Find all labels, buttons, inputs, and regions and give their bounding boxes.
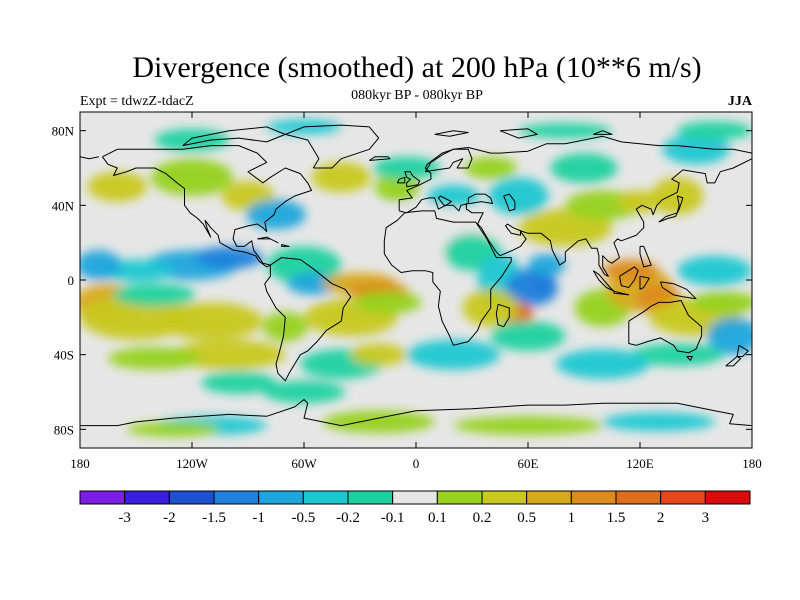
colorbar-label: -1 [252, 510, 265, 526]
colorbar [79, 490, 751, 505]
colorbar-swatch [213, 490, 260, 505]
colorbar-label: -0.1 [381, 510, 405, 526]
latitude-labels: 80N 40N 0 40S 80S [52, 124, 75, 438]
colorbar-label: -0.5 [291, 510, 315, 526]
lon-label: 60W [291, 456, 317, 471]
colorbar-swatch [302, 490, 349, 505]
colorbar-label: -1.5 [202, 510, 226, 526]
lat-label: 40S [54, 348, 74, 363]
lat-label: 80N [52, 124, 75, 139]
colorbar-swatch [79, 490, 126, 505]
colorbar-label: -3 [118, 510, 131, 526]
colorbar-swatch [615, 490, 662, 505]
colorbar-label: -2 [163, 510, 176, 526]
chart-title: Divergence (smoothed) at 200 hPa (10**6 … [132, 51, 702, 84]
axis-ticks [79, 112, 753, 448]
colorbar-swatch [481, 490, 528, 505]
lat-label: 40N [52, 198, 75, 213]
lat-label: 80S [54, 422, 74, 437]
colorbar-label: 1.5 [607, 510, 626, 526]
colorbar-swatch [660, 490, 706, 505]
coastlines [80, 124, 752, 427]
period-label: 080kyr BP - 080kyr BP [351, 88, 483, 103]
colorbar-label: 1 [568, 510, 576, 526]
lat-label: 0 [68, 273, 75, 288]
lon-label: 0 [413, 456, 420, 471]
lon-label: 180 [742, 456, 762, 471]
season-label: JJA [727, 94, 752, 109]
colorbar-label: 0.1 [428, 510, 447, 526]
colorbar-labels: -3 -2 -1.5 -1 -0.5 -0.2 -0.1 0.1 0.2 0.5 1 1.5 2 3 [118, 510, 709, 526]
colorbar-swatch [168, 490, 215, 505]
colorbar-swatch [704, 490, 751, 505]
colorbar-label: -0.2 [336, 510, 360, 526]
colorbar-swatch [347, 490, 394, 505]
colorbar-label: 0.2 [473, 510, 492, 526]
colorbar-label: 0.5 [517, 510, 536, 526]
lon-label: 120E [626, 456, 654, 471]
colorbar-swatch [436, 490, 483, 505]
experiment-label: Expt = tdwzZ-tdacZ [80, 94, 194, 109]
colorbar-swatch [570, 490, 617, 505]
colorbar-swatch [392, 490, 438, 505]
divergence-field [80, 119, 752, 437]
longitude-labels: 180 120W 60W 0 60E 120E 180 [70, 456, 762, 471]
colorbar-swatch [526, 490, 572, 505]
lon-label: 60E [518, 456, 539, 471]
colorbar-swatch [258, 490, 304, 505]
lon-label: 180 [70, 456, 90, 471]
lon-label: 120W [176, 456, 209, 471]
colorbar-label: 2 [657, 510, 665, 526]
colorbar-swatch [124, 490, 170, 505]
colorbar-label: 3 [702, 510, 710, 526]
